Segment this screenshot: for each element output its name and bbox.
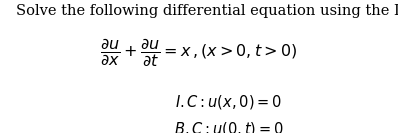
Text: Solve the following differential equation using the Laplace transform.: Solve the following differential equatio… bbox=[16, 4, 398, 18]
Text: $B.C: u(0,t) = 0$: $B.C: u(0,t) = 0$ bbox=[174, 120, 284, 133]
Text: $I.C: u(x,0) = 0$: $I.C: u(x,0) = 0$ bbox=[175, 93, 283, 111]
Text: $\dfrac{\partial u}{\partial x}+\dfrac{\partial u}{\partial t}=x\,,(x>0,t>0)$: $\dfrac{\partial u}{\partial x}+\dfrac{\… bbox=[100, 37, 298, 69]
